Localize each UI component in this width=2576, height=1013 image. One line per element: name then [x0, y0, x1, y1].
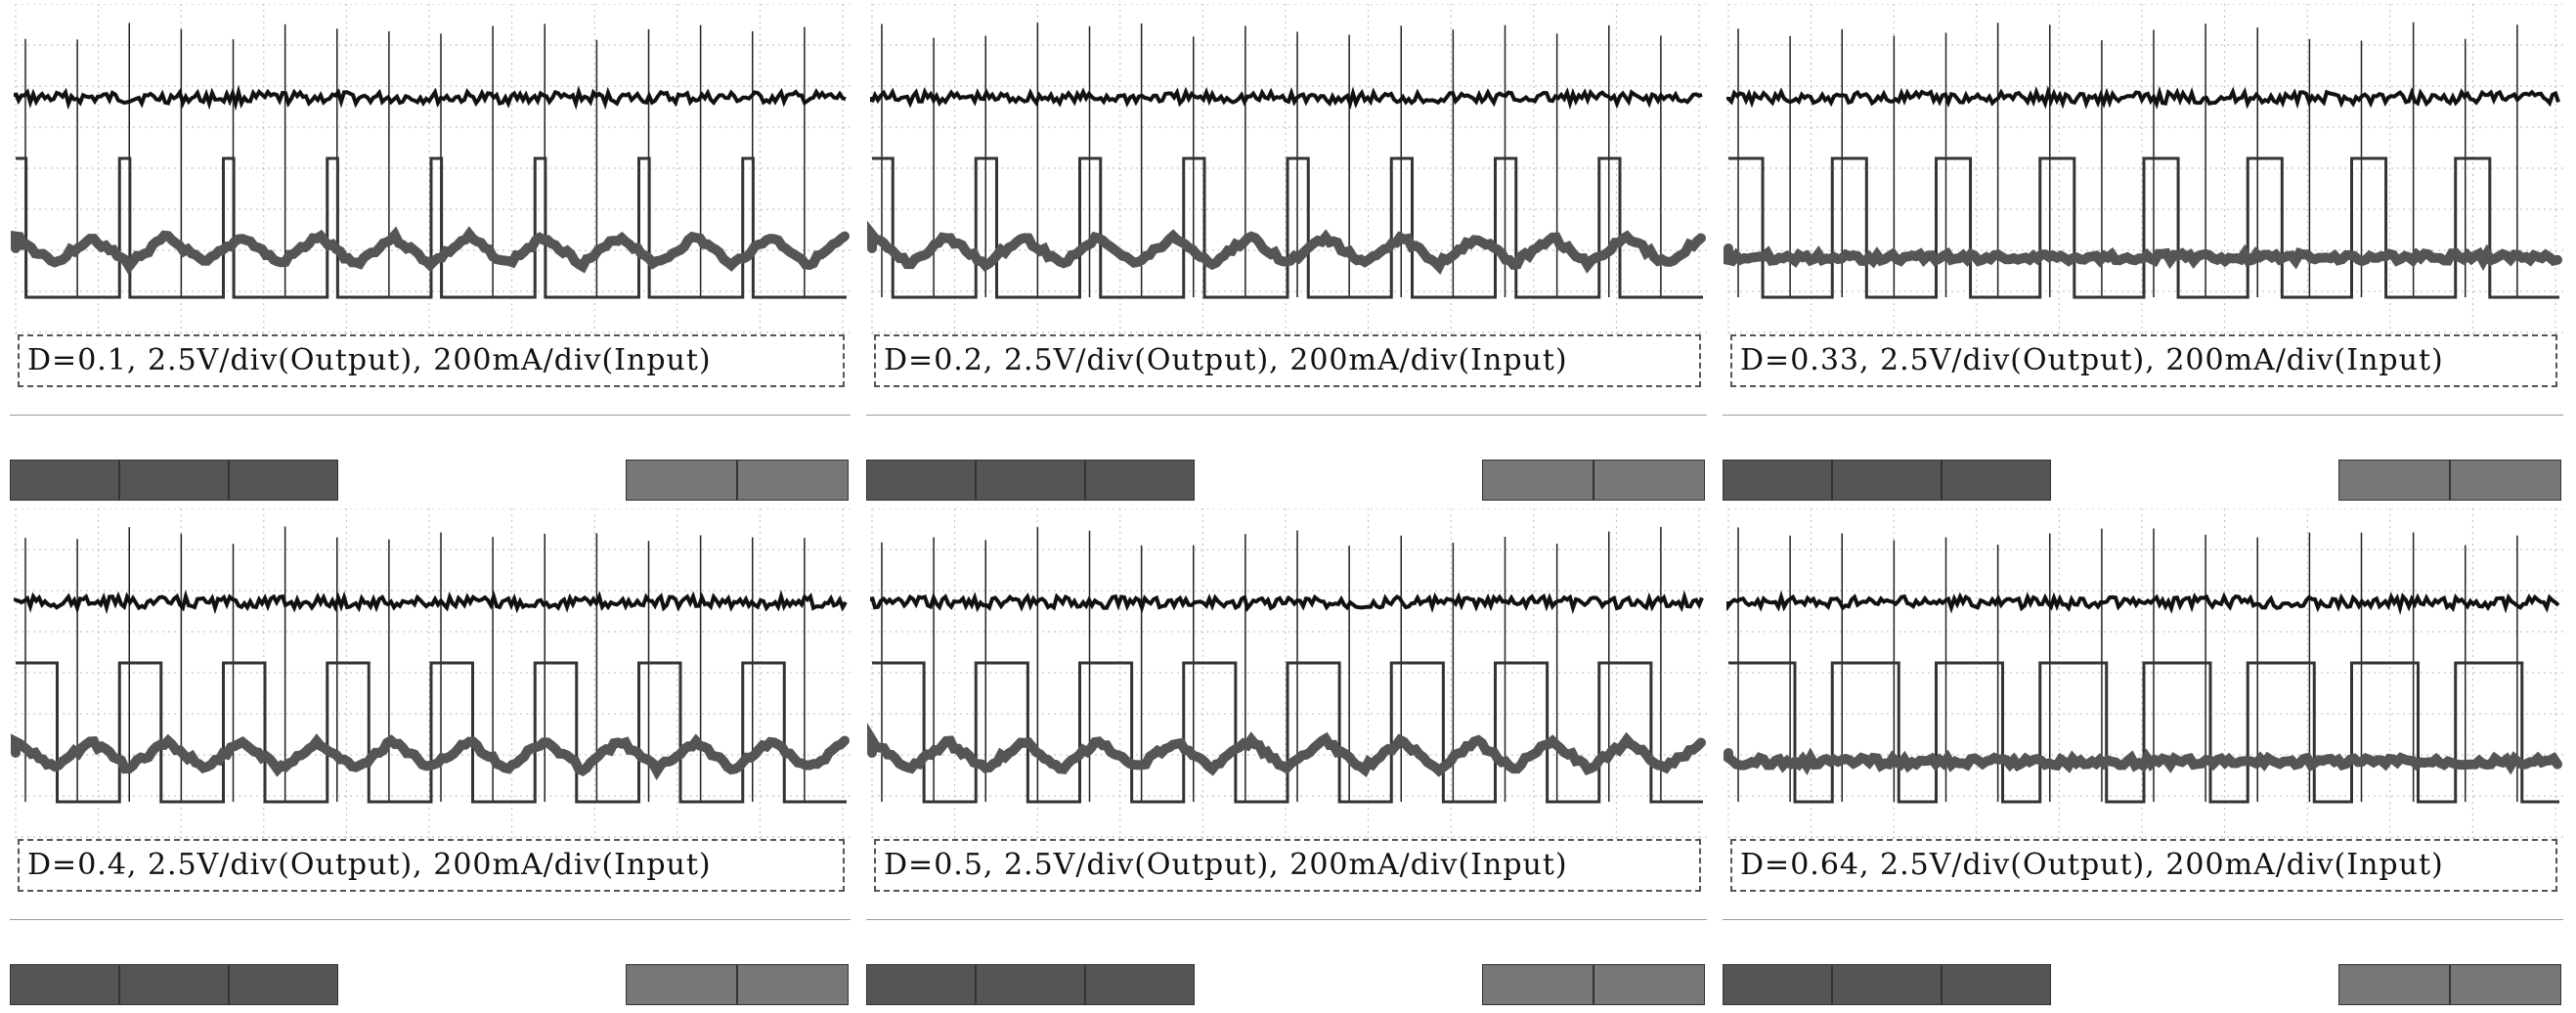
scope-softkeys: [1723, 460, 2563, 503]
input-current-trace: [11, 733, 850, 781]
softkey-button: [229, 460, 338, 501]
softkey-button: [10, 964, 119, 1005]
timebase-box: [626, 460, 737, 501]
gate-pulse-trace: [1728, 156, 2559, 299]
softkey-button: [866, 460, 976, 501]
timebase-box: [2338, 964, 2450, 1005]
panel-caption: D=0.5, 2.5V/div(Output), 200mA/div(Input…: [874, 839, 1701, 892]
scope-plot: [11, 508, 852, 841]
panel-caption: D=0.4, 2.5V/div(Output), 200mA/div(Input…: [18, 839, 845, 892]
measurement-readout: [866, 415, 1707, 437]
output-voltage-trace: [870, 86, 1703, 110]
scope-plot: [11, 4, 852, 336]
measurement-readout: [1723, 415, 2563, 437]
input-current-trace: [867, 220, 1706, 275]
panel-caption: D=0.1, 2.5V/div(Output), 200mA/div(Input…: [18, 334, 845, 387]
scope-plot: [867, 4, 1709, 336]
scope-panel-6: D=0.64, 2.5V/div(Output), 200mA/div(Inpu…: [1719, 508, 2567, 1013]
timebase-box: [737, 964, 849, 1005]
softkey-button: [1832, 964, 1942, 1005]
softkey-button: [229, 964, 338, 1005]
panel-caption: D=0.2, 2.5V/div(Output), 200mA/div(Input…: [874, 334, 1701, 387]
timebase-box: [1482, 460, 1594, 501]
softkey-button: [866, 964, 976, 1005]
scope-softkeys: [866, 964, 1707, 1007]
scope-softkeys: [10, 964, 851, 1007]
output-voltage-trace: [14, 589, 848, 615]
gate-pulse-trace: [1728, 661, 2559, 804]
timebase-box: [626, 964, 737, 1005]
measurement-readout: [10, 919, 851, 942]
timebase-box: [2450, 460, 2561, 501]
gate-pulse-trace: [872, 661, 1703, 804]
timebase-box: [737, 460, 849, 501]
input-current-trace: [1724, 747, 2562, 775]
output-voltage-trace: [1726, 590, 2560, 616]
softkey-button: [1942, 460, 2051, 501]
scope-plot: [867, 508, 1709, 841]
timebase-box: [2338, 460, 2450, 501]
panel-caption: D=0.33, 2.5V/div(Output), 200mA/div(Inpu…: [1730, 334, 2557, 387]
timebase-box: [1594, 964, 1705, 1005]
timebase-box: [2450, 964, 2561, 1005]
panel-caption: D=0.64, 2.5V/div(Output), 200mA/div(Inpu…: [1730, 839, 2557, 892]
softkey-button: [1832, 460, 1942, 501]
softkey-button: [976, 460, 1085, 501]
softkey-button: [1942, 964, 2051, 1005]
output-voltage-trace: [870, 590, 1704, 615]
softkey-button: [1723, 964, 1832, 1005]
softkey-button: [1085, 460, 1195, 501]
output-voltage-trace: [14, 84, 847, 111]
gate-pulse-trace: [872, 156, 1703, 299]
scope-panel-4: D=0.4, 2.5V/div(Output), 200mA/div(Input…: [6, 508, 854, 1013]
scope-softkeys: [1723, 964, 2563, 1007]
output-voltage-trace: [1726, 85, 2560, 110]
scope-plot: [1724, 508, 2565, 841]
measurement-readout: [10, 415, 851, 437]
measurement-readout: [866, 919, 1707, 942]
scope-panel-1: D=0.1, 2.5V/div(Output), 200mA/div(Input…: [6, 4, 854, 508]
softkey-button: [10, 460, 119, 501]
softkey-button: [119, 460, 229, 501]
gate-pulse-trace: [16, 156, 847, 299]
softkey-button: [976, 964, 1085, 1005]
timebase-box: [1594, 460, 1705, 501]
scope-plot: [1724, 4, 2565, 336]
softkey-button: [1085, 964, 1195, 1005]
input-current-trace: [867, 723, 1706, 777]
input-current-trace: [1724, 243, 2562, 272]
scope-softkeys: [10, 460, 851, 503]
timebase-box: [1482, 964, 1594, 1005]
softkey-button: [1723, 460, 1832, 501]
softkey-button: [119, 964, 229, 1005]
scope-panel-2: D=0.2, 2.5V/div(Output), 200mA/div(Input…: [862, 4, 1711, 508]
scope-panel-5: D=0.5, 2.5V/div(Output), 200mA/div(Input…: [862, 508, 1711, 1013]
input-current-trace: [11, 226, 850, 276]
scope-softkeys: [866, 460, 1707, 503]
gate-pulse-trace: [16, 661, 847, 804]
measurement-readout: [1723, 919, 2563, 942]
scope-panel-3: D=0.33, 2.5V/div(Output), 200mA/div(Inpu…: [1719, 4, 2567, 508]
